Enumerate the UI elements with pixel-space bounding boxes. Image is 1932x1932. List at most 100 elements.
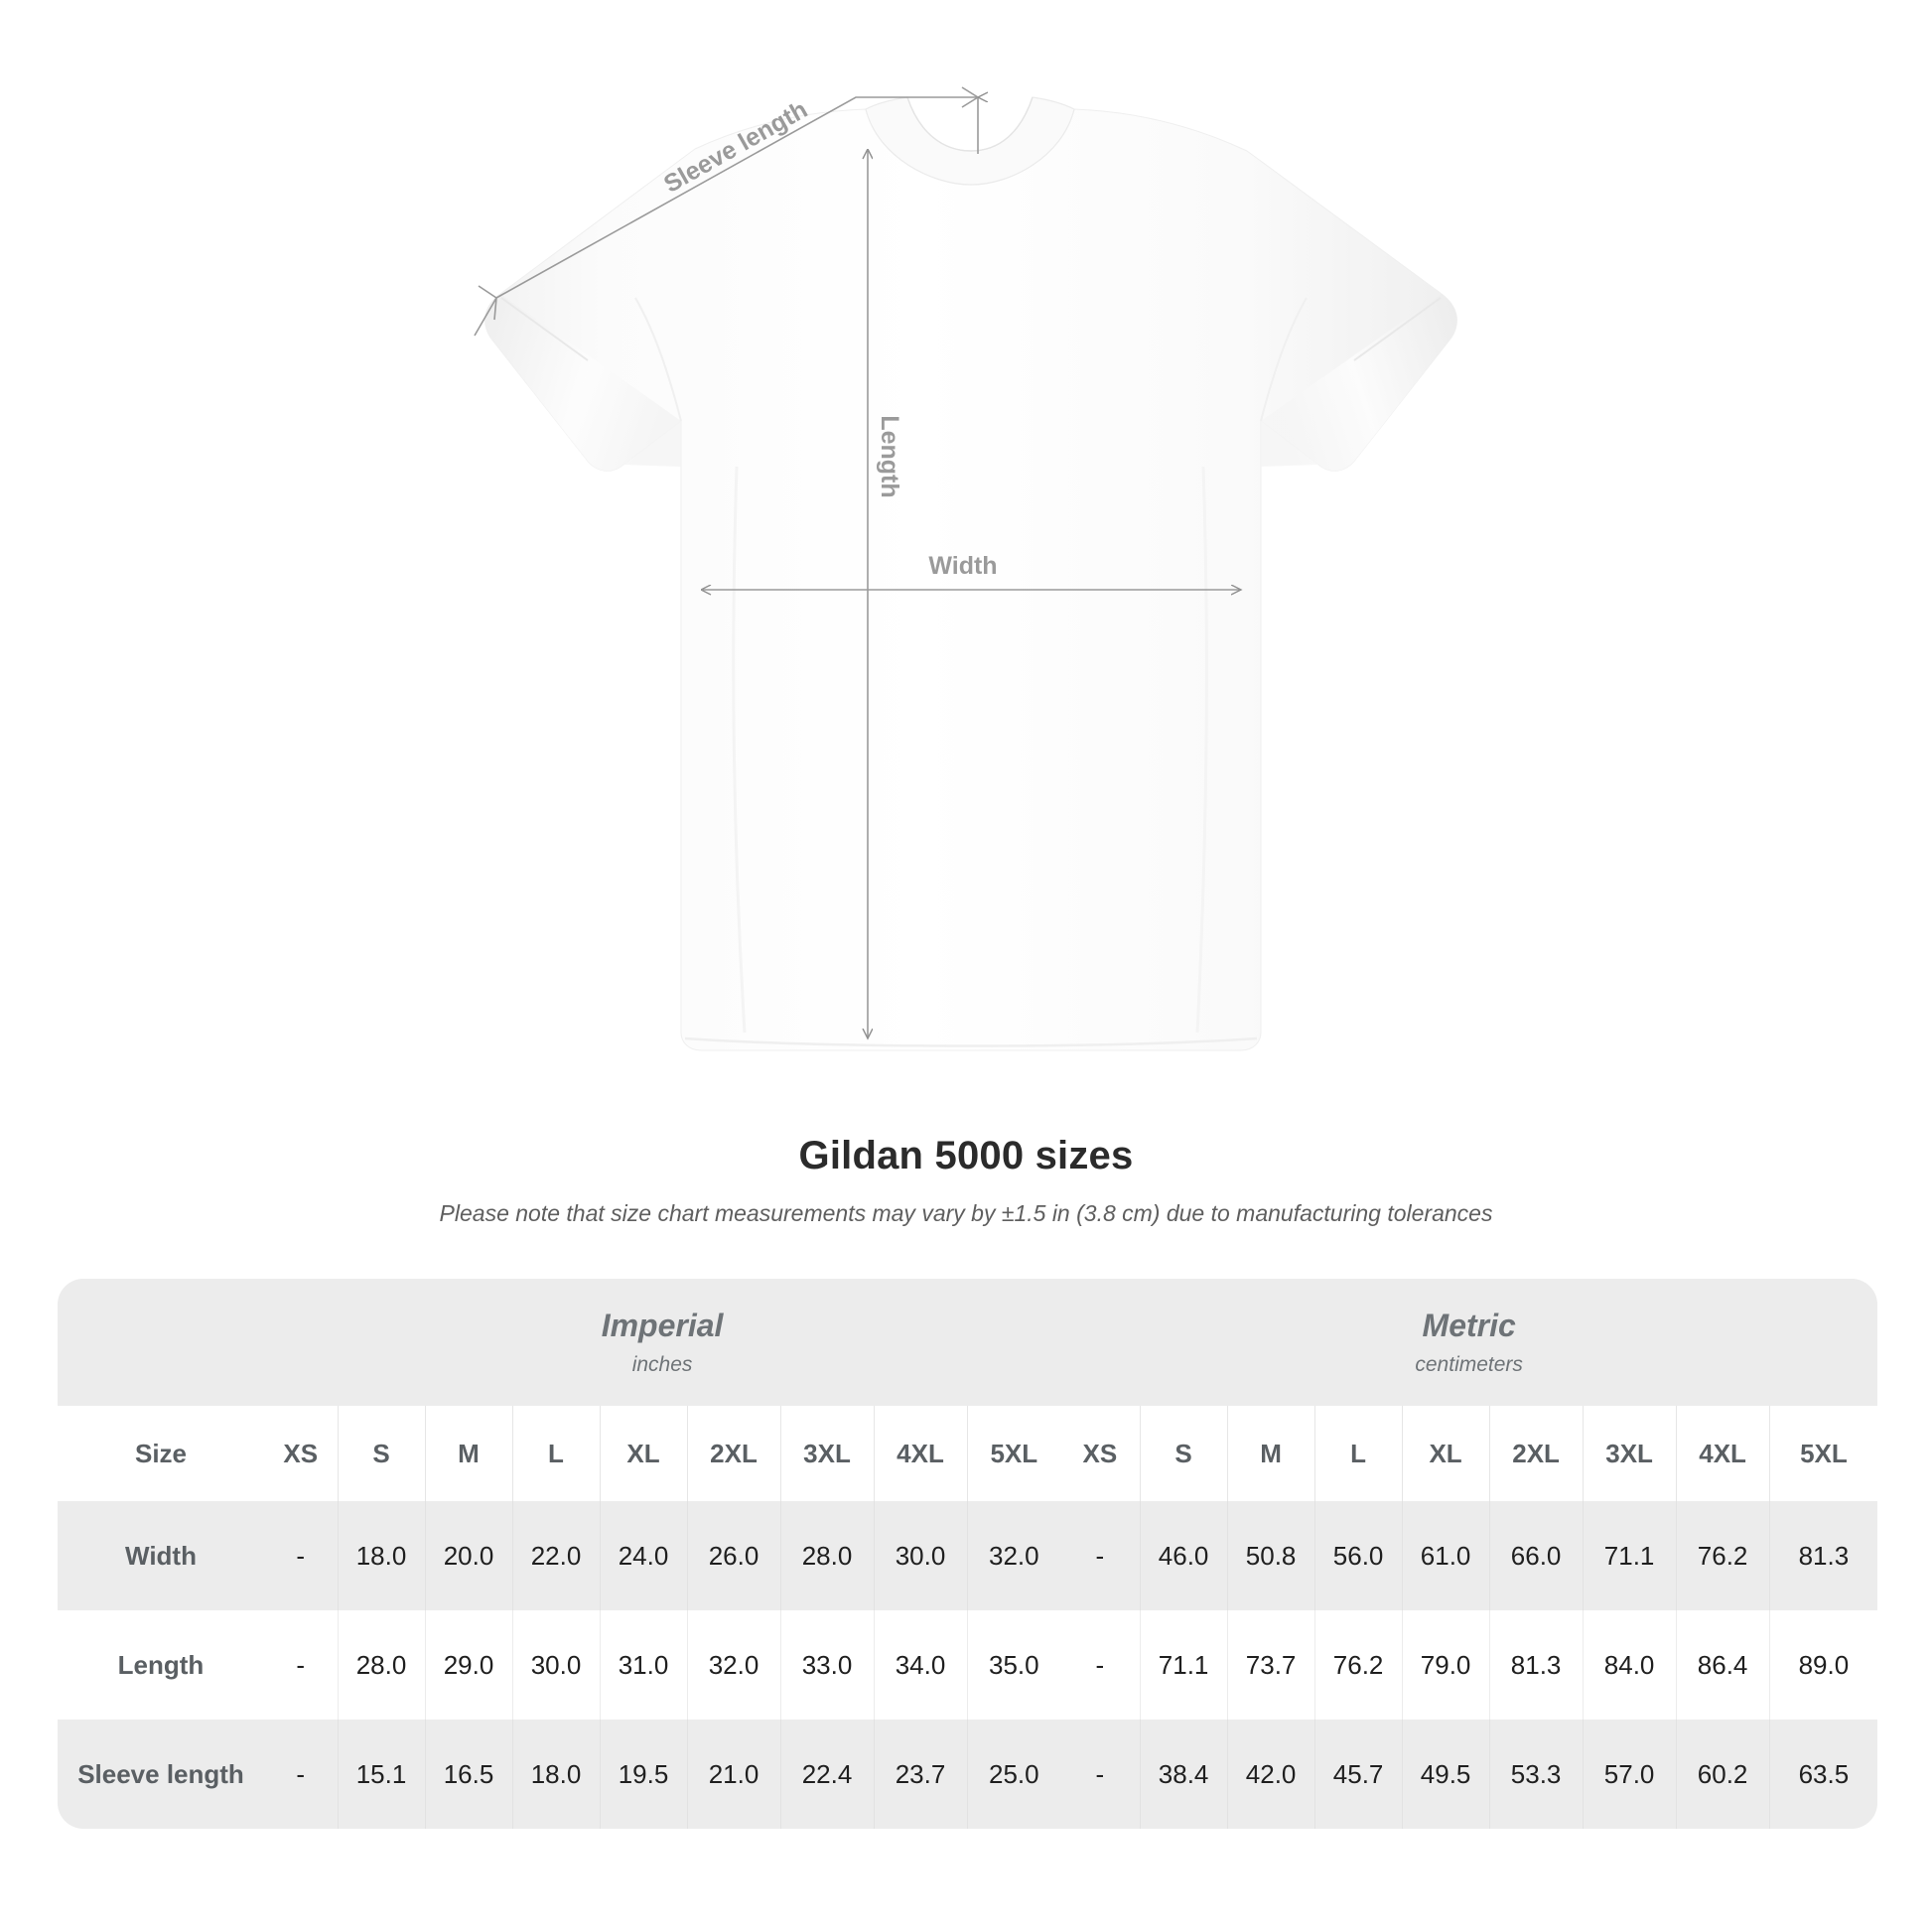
- cell-length-imperial-s: 28.0: [337, 1610, 425, 1720]
- cell-width-imperial-4xl: 30.0: [873, 1501, 967, 1610]
- size-header-imperial-m: M: [424, 1406, 512, 1501]
- size-header-metric-l: L: [1313, 1406, 1403, 1501]
- cell-length-imperial-m: 29.0: [424, 1610, 512, 1720]
- cell-sleeve-metric-xs: -: [1060, 1720, 1141, 1829]
- cell-sleeve-imperial-xs: -: [264, 1720, 338, 1829]
- unit-group-metric: Metric centimeters: [1060, 1279, 1878, 1406]
- unit-group-imperial-unit: inches: [631, 1352, 693, 1376]
- cell-width-imperial-xs: -: [264, 1501, 338, 1610]
- cell-width-imperial-3xl: 28.0: [779, 1501, 874, 1610]
- row-label-width: Width: [58, 1501, 264, 1610]
- cell-width-imperial-l: 22.0: [511, 1501, 600, 1610]
- unit-header-spacer: [58, 1279, 264, 1406]
- cell-width-metric-5xl: 81.3: [1768, 1501, 1878, 1610]
- size-header-metric-xl: XL: [1401, 1406, 1490, 1501]
- length-label: Length: [876, 415, 903, 497]
- row-label-length: Length: [58, 1610, 264, 1720]
- cell-sleeve-imperial-2xl: 21.0: [686, 1720, 780, 1829]
- cell-length-imperial-xl: 31.0: [599, 1610, 687, 1720]
- size-header-imperial-xs: XS: [264, 1406, 338, 1501]
- tshirt-collar-inner-line: [906, 96, 1034, 152]
- tshirt-left-sleeve-shade: [484, 294, 681, 472]
- cell-width-metric-2xl: 66.0: [1488, 1501, 1584, 1610]
- unit-group-imperial-name: Imperial: [601, 1308, 724, 1344]
- table-row: Width - 18.0 20.0 22.0 24.0 26.0 28.0 30…: [58, 1501, 1878, 1610]
- cell-sleeve-metric-m: 42.0: [1226, 1720, 1315, 1829]
- tshirt-measurement-diagram: Sleeve length Length Width: [474, 86, 1457, 1051]
- cell-length-imperial-2xl: 32.0: [686, 1610, 780, 1720]
- unit-header-row: Imperial inches Metric centimeters: [58, 1279, 1878, 1406]
- sleeve-length-dimension-line: [495, 97, 978, 299]
- width-label: Width: [928, 552, 997, 580]
- cell-width-imperial-m: 20.0: [424, 1501, 512, 1610]
- unit-group-metric-name: Metric: [1422, 1308, 1516, 1344]
- cell-sleeve-metric-5xl: 63.5: [1768, 1720, 1878, 1829]
- tshirt-right-sleeve-shade: [1261, 294, 1457, 472]
- cell-width-metric-4xl: 76.2: [1675, 1501, 1770, 1610]
- page-title: Gildan 5000 sizes: [798, 1134, 1134, 1177]
- size-header-imperial-3xl: 3XL: [779, 1406, 874, 1501]
- cell-sleeve-metric-xl: 49.5: [1401, 1720, 1490, 1829]
- cell-length-metric-3xl: 84.0: [1582, 1610, 1677, 1720]
- size-header-metric-2xl: 2XL: [1488, 1406, 1584, 1501]
- sleeve-length-arrow-tip: [478, 285, 497, 321]
- size-header-metric-m: M: [1226, 1406, 1315, 1501]
- size-header-imperial-4xl: 4XL: [873, 1406, 967, 1501]
- size-chart-table: Imperial inches Metric centimeters Size …: [58, 1279, 1878, 1829]
- tolerance-note: Please note that size chart measurements…: [439, 1200, 1493, 1226]
- size-header-metric-s: S: [1139, 1406, 1228, 1501]
- table-row: Length - 28.0 29.0 30.0 31.0 32.0 33.0 3…: [58, 1610, 1878, 1720]
- tshirt-right-armhole-seam: [1260, 297, 1308, 422]
- cell-length-metric-s: 71.1: [1139, 1610, 1228, 1720]
- cell-length-metric-l: 76.2: [1313, 1610, 1403, 1720]
- cell-sleeve-metric-3xl: 57.0: [1582, 1720, 1677, 1829]
- cell-width-metric-s: 46.0: [1139, 1501, 1228, 1610]
- tshirt-body-shape: [484, 108, 1457, 1051]
- size-header-imperial-xl: XL: [599, 1406, 687, 1501]
- cell-length-metric-xl: 79.0: [1401, 1610, 1490, 1720]
- cell-sleeve-metric-l: 45.7: [1313, 1720, 1403, 1829]
- cell-sleeve-metric-2xl: 53.3: [1488, 1720, 1584, 1829]
- cell-length-metric-xs: -: [1060, 1610, 1141, 1720]
- cell-sleeve-imperial-l: 18.0: [511, 1720, 600, 1829]
- heading-block: Gildan 5000 sizes Please note that size …: [0, 1132, 1932, 1228]
- row-label-sleeve-length: Sleeve length: [58, 1720, 264, 1829]
- sleeve-length-arrow-head-right: [961, 86, 979, 108]
- size-chart-table-wrapper: Imperial inches Metric centimeters Size …: [58, 1279, 1878, 1829]
- cell-sleeve-imperial-3xl: 22.4: [779, 1720, 874, 1829]
- size-header-row: Size XS S M L XL 2XL 3XL 4XL 5XL XS S M …: [58, 1406, 1878, 1501]
- size-header-metric-4xl: 4XL: [1675, 1406, 1770, 1501]
- tshirt-hem: [684, 1036, 1258, 1047]
- cell-sleeve-imperial-xl: 19.5: [599, 1720, 687, 1829]
- cell-width-metric-3xl: 71.1: [1582, 1501, 1677, 1610]
- cell-sleeve-metric-4xl: 60.2: [1675, 1720, 1770, 1829]
- cell-width-imperial-xl: 24.0: [599, 1501, 687, 1610]
- size-header-imperial-2xl: 2XL: [686, 1406, 780, 1501]
- tshirt-right-sleeve-hem: [1353, 297, 1442, 361]
- cell-length-imperial-5xl: 35.0: [966, 1610, 1061, 1720]
- cell-width-metric-m: 50.8: [1226, 1501, 1315, 1610]
- table-row: Sleeve length - 15.1 16.5 18.0 19.5 21.0…: [58, 1720, 1878, 1829]
- size-header-imperial-5xl: 5XL: [966, 1406, 1061, 1501]
- cell-length-metric-5xl: 89.0: [1768, 1610, 1878, 1720]
- cell-width-metric-xl: 61.0: [1401, 1501, 1490, 1610]
- cell-sleeve-imperial-5xl: 25.0: [966, 1720, 1061, 1829]
- cell-sleeve-imperial-m: 16.5: [424, 1720, 512, 1829]
- cell-width-imperial-2xl: 26.0: [686, 1501, 780, 1610]
- cell-length-metric-4xl: 86.4: [1675, 1610, 1770, 1720]
- cell-length-imperial-xs: -: [264, 1610, 338, 1720]
- cell-length-metric-2xl: 81.3: [1488, 1610, 1584, 1720]
- cell-width-imperial-s: 18.0: [337, 1501, 425, 1610]
- cell-width-metric-l: 56.0: [1313, 1501, 1403, 1610]
- size-header-metric-3xl: 3XL: [1582, 1406, 1677, 1501]
- cell-length-metric-m: 73.7: [1226, 1610, 1315, 1720]
- cell-sleeve-metric-s: 38.4: [1139, 1720, 1228, 1829]
- cell-length-imperial-3xl: 33.0: [779, 1610, 874, 1720]
- unit-group-metric-unit: centimeters: [1415, 1352, 1523, 1376]
- size-header-label: Size: [58, 1406, 264, 1501]
- size-header-metric-5xl: 5XL: [1768, 1406, 1878, 1501]
- size-header-imperial-l: L: [511, 1406, 600, 1501]
- sleeve-length-arrow-head-left: [474, 297, 497, 337]
- cell-length-imperial-4xl: 34.0: [873, 1610, 967, 1720]
